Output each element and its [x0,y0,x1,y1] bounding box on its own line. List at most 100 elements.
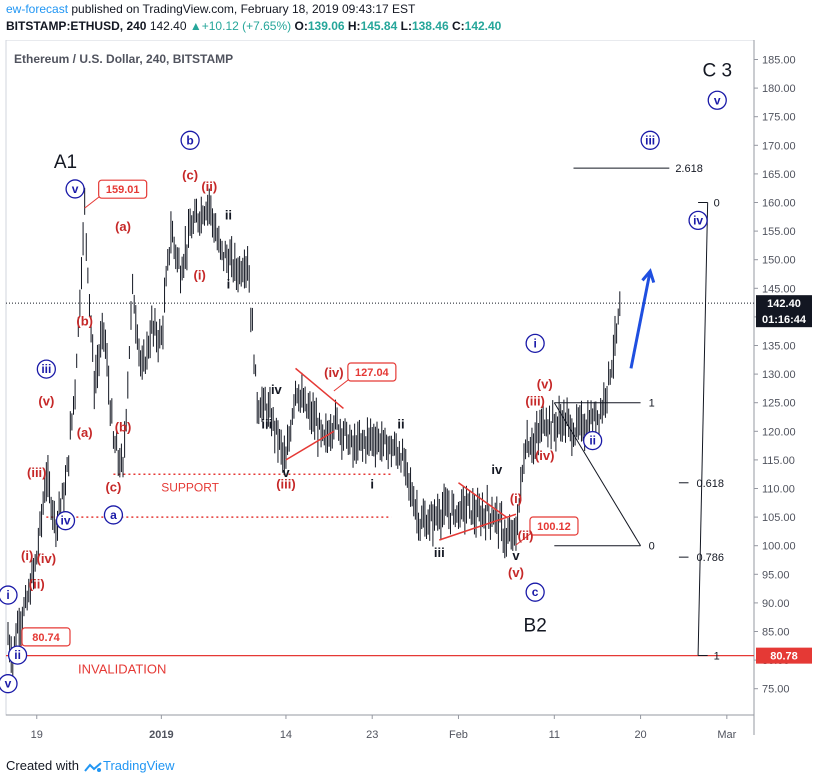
current-price-tag [756,295,812,328]
y-tick-label: 85.00 [762,627,790,639]
y-tick-label: 115.00 [762,455,795,467]
wave-circle [55,511,76,531]
wave-label-minor: (iii) [27,465,47,480]
y-tick-label: 145.00 [762,283,796,295]
wave-label-circled: v [714,93,721,107]
wave-label-circled: iv [60,514,70,528]
wave-label-minor: (ii) [29,577,45,592]
projection-arrowhead-icon [641,268,656,284]
projection-arrow [629,270,652,369]
tradingview-brand[interactable]: TradingView [102,758,175,773]
wave-circle [0,585,18,605]
wave-label-minute: iii [261,416,272,431]
wave-label-minor: (iv) [535,448,555,463]
wave-label-minor: (iii) [525,394,545,409]
trendline [439,513,517,541]
price-chart[interactable]: Ethereum / U.S. Dollar, 240, BITSTAMP 75.… [0,40,816,752]
wave-label-minute: v [282,465,290,480]
wave-label-minor: (v) [537,376,553,391]
wave-label-minute: ii [397,416,404,431]
trendline [285,430,335,461]
support-text: SUPPORT [161,480,219,494]
wave-circle [0,674,18,694]
bar-countdown-label: 01:16:44 [762,314,807,326]
fib-ext-label: 0 [714,198,720,210]
chart-title: Ethereum / U.S. Dollar, 240, BITSTAMP [14,52,233,66]
price-callout-box [347,362,397,382]
wave-label-circled: iv [693,213,703,227]
wave-circle [688,210,708,231]
symbol-info: BITSTAMP:ETHUSD, 240 142.40 ▲+10.12 (+7.… [6,19,501,33]
high-value: 145.84 [360,19,398,33]
wave-circle [180,130,200,150]
wave-label-circled: i [533,336,536,350]
up-arrow-icon: ▲ [189,19,202,33]
author-link[interactable]: ew-forecast [6,2,69,16]
trendline [458,482,507,518]
price-change: +10.12 (+7.65%) [201,19,292,33]
wave-degree-label: A1 [54,152,77,173]
wave-label-minute: v [512,548,520,563]
publish-info: ew-forecast published on TradingView.com… [6,2,415,16]
wave-circle [65,179,85,199]
y-tick-label: 185.00 [762,55,796,67]
invalidation-text: INVALIDATION [78,662,166,677]
wave-label-minor: (i) [21,548,33,563]
y-tick-label: 125.00 [762,398,796,410]
fib-diagonal-line [553,402,641,546]
wave-circle [525,333,545,354]
close-value: 142.40 [464,19,502,33]
wave-label-minor: (i) [510,491,522,506]
footer: Created with TradingView [6,758,175,773]
y-tick-label: 150.00 [762,255,796,267]
wave-label-minute: ii [225,208,232,223]
wave-label-circled: iii [41,362,51,376]
x-tick-label: 19 [31,729,43,741]
wave-label-minute: iii [434,545,445,560]
y-tick-label: 170.00 [762,140,796,152]
y-tick-label: 180.00 [762,83,796,95]
last-price: 142.40 [149,19,187,33]
wave-circle [103,505,124,525]
fib-ext-diagonal [697,202,709,656]
price-callout-label: 159.01 [106,184,140,196]
fib-ext-label: 0.618 [696,478,724,490]
x-tick-label: Feb [449,729,468,741]
wave-label-minor: (v) [508,565,524,580]
fib-ext-label: 1 [714,651,720,663]
wave-degree-label: B2 [524,616,547,637]
price-callout-label: 127.04 [355,367,390,379]
wave-label-minor: (ii) [201,179,217,194]
y-tick-label: 130.00 [762,369,796,381]
x-tick-label: 11 [549,729,560,741]
y-tick-label: 160.00 [762,198,796,210]
x-tick-label: 20 [634,729,646,741]
wave-label-circled: v [5,677,12,691]
high-label: H: [347,19,361,33]
wave-label-circled: v [72,182,79,196]
wave-label-minor: (iv) [37,551,57,566]
wave-label-minor: (c) [105,479,121,494]
y-tick-label: 165.00 [762,169,796,181]
wave-label-circled: ii [589,434,596,448]
wave-circle [582,430,603,451]
wave-label-minor: (iii) [276,477,296,492]
wave-circle [36,359,56,379]
wave-label-minor: (ii) [518,528,534,543]
wave-label-minor: (a) [77,425,93,440]
price-callout-label: 80.74 [32,632,60,644]
y-tick-label: 155.00 [762,226,796,238]
wave-label-circled: c [532,585,539,599]
y-tick-label: 135.00 [762,341,796,353]
y-tick-label: 90.00 [762,598,790,610]
x-tick-label: 23 [366,729,378,741]
wave-circle [525,582,545,602]
wave-label-circled: ii [14,648,21,662]
x-tick-label: 14 [280,729,292,741]
wave-label-minute: i [370,477,374,492]
current-price-label: 142.40 [767,298,801,310]
wave-circle [707,90,727,110]
low-label: L: [400,19,412,33]
fib-ratio-label: 0 [649,541,655,553]
invalidation-price-label: 80.78 [770,651,798,663]
